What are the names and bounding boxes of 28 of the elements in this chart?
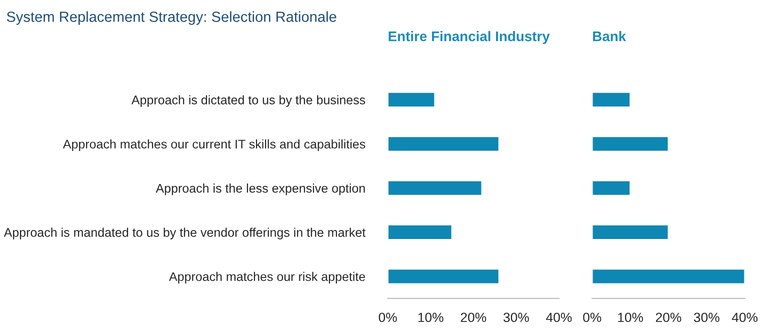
y-tick-label: Approach is dictated to us by the business [131,95,366,107]
x-tick-label: 20% [656,312,682,322]
bar [592,268,745,285]
chart-subtitle: Entire Financial Industry [388,31,550,44]
x-tick-label: 10% [618,312,644,322]
x-tick-label: 20% [460,312,486,322]
bar [388,180,483,196]
x-tick-label: 0% [583,312,602,322]
bar [388,224,453,240]
bar [592,136,670,152]
y-tick-label: Approach is mandated to us by the vendor offerings in the market [4,228,366,240]
bar [388,268,500,285]
x-tick-label: 0% [378,312,397,322]
bar [592,224,670,240]
y-tick-label: Approach is the less expensive option [156,184,365,196]
y-tick-label: Approach matches our current IT skills and capabilities [62,139,366,152]
bar [592,92,631,108]
y-tick-label: Approach matches our risk appetite [169,272,366,284]
x-tick-label: 10% [418,312,444,322]
x-tick-label: 30% [694,312,720,322]
bar [388,92,436,108]
x-tick-label: 40% [732,312,758,322]
x-tick-label: 40% [546,312,572,322]
x-tick-label: 30% [503,312,529,322]
chart-subtitle: Bank [593,31,626,42]
bar [388,136,500,152]
bar [592,180,631,196]
text: System Replacement Strategy: Selection Rationale [6,11,336,25]
